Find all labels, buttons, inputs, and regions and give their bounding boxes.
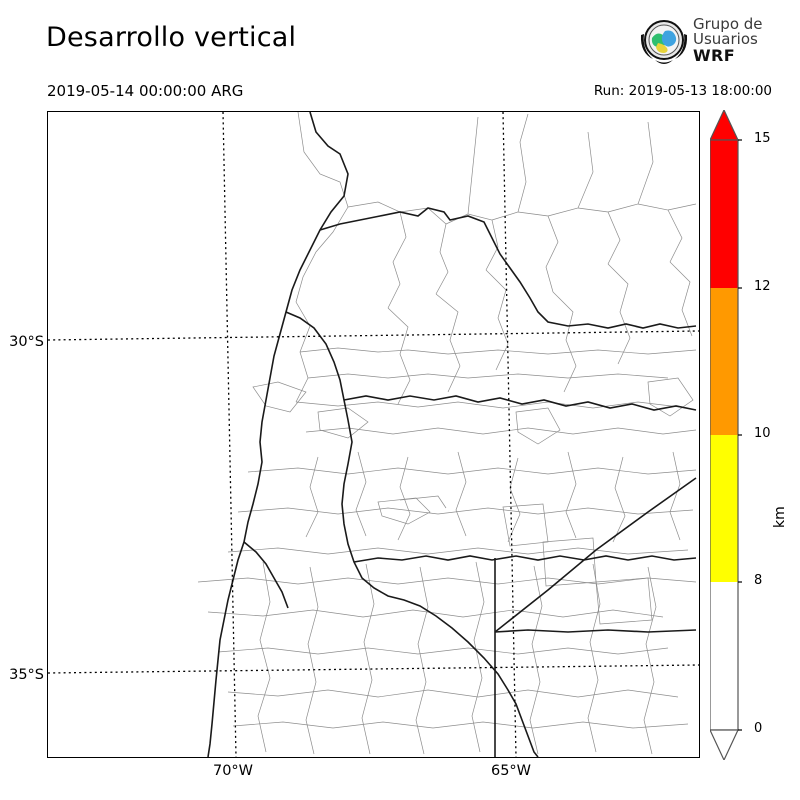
lat-lon-gridlines <box>48 112 699 757</box>
colorbar-extend-min <box>710 729 739 760</box>
gridline-lon-65W <box>502 112 517 757</box>
wrf-globe-emblem-icon <box>638 16 690 68</box>
run-time-label: Run: 2019-05-13 18:00:00 <box>593 83 772 99</box>
colorbar-band-yellow <box>710 435 738 582</box>
colorbar-tick-8: 8 <box>754 573 763 588</box>
lat-tick-35S: 35°S <box>9 667 44 683</box>
colorbar-unit-label: km <box>772 506 788 528</box>
logo-line-3: WRF <box>693 45 736 65</box>
colorbar-tick-10: 10 <box>754 426 771 441</box>
gridline-lat-30S <box>48 330 699 341</box>
map-canvas[interactable] <box>47 111 700 758</box>
lat-tick-30S: 30°S <box>9 334 44 350</box>
lon-tick-65W: 65°W <box>490 763 532 779</box>
page-title: Desarrollo vertical <box>46 22 297 53</box>
colorbar-band-white <box>710 582 738 730</box>
colorbar-band-orange <box>710 288 738 435</box>
logo-line-1: Grupo de <box>693 15 763 33</box>
colorbar: 15 12 10 8 0 km <box>710 110 788 760</box>
department-boundaries <box>197 112 697 755</box>
wrf-user-group-logo: Grupo de Usuarios WRF <box>638 14 788 72</box>
colorbar-band-red <box>710 140 738 288</box>
colorbar-tick-15: 15 <box>754 131 771 146</box>
colorbar-tick-12: 12 <box>754 279 771 294</box>
logo-line-2: Usuarios <box>693 30 758 49</box>
logo-text-block: Grupo de Usuarios WRF <box>693 15 763 65</box>
lon-tick-70W: 70°W <box>212 763 254 779</box>
colorbar-tick-0: 0 <box>754 721 763 736</box>
gridline-lon-70W <box>222 112 237 757</box>
province-and-country-boundaries <box>207 112 697 757</box>
valid-time-label: 2019-05-14 00:00:00 ARG <box>47 82 244 100</box>
colorbar-extend-max <box>710 110 739 141</box>
gridline-lat-35S <box>48 664 699 674</box>
